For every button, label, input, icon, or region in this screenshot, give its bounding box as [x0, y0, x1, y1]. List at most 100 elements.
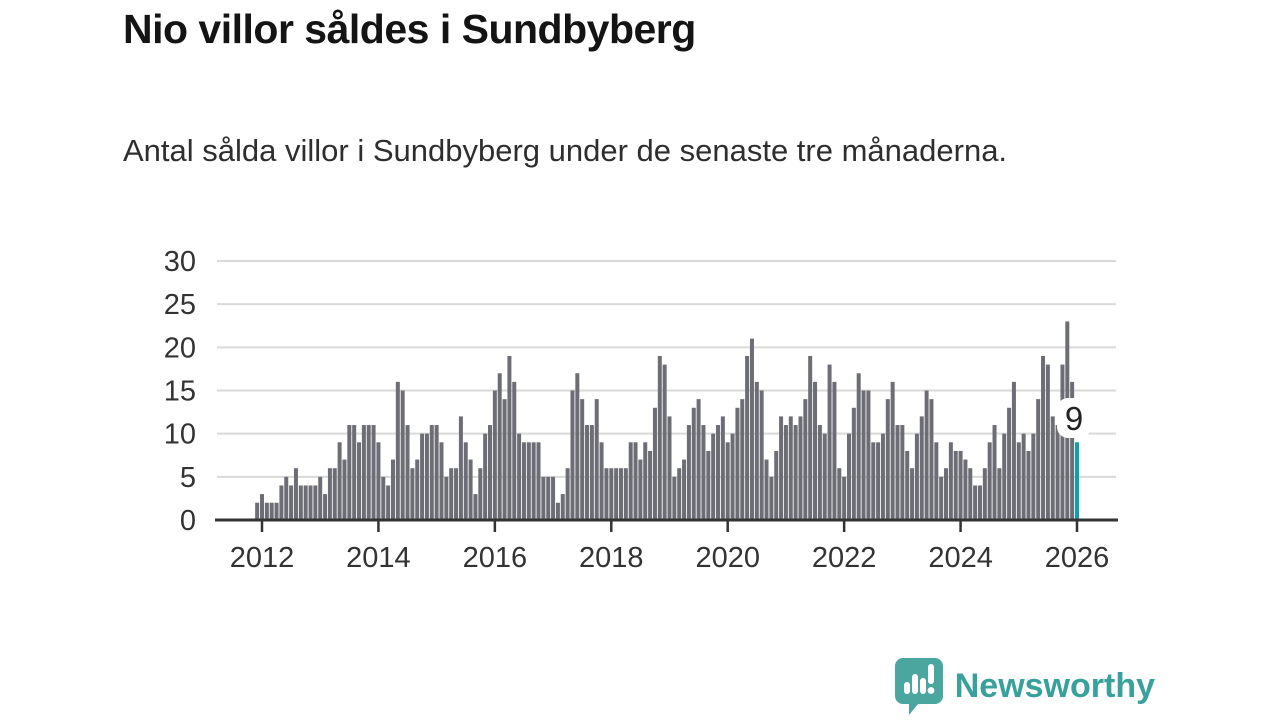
bar	[303, 485, 308, 520]
bar	[813, 381, 818, 520]
logo-exclamation-bar	[927, 664, 934, 684]
bar	[551, 476, 556, 520]
bar	[706, 450, 711, 520]
bar	[764, 459, 769, 520]
bar	[774, 450, 779, 520]
x-tick-label: 2022	[812, 542, 877, 574]
bar	[366, 425, 371, 520]
bar	[1007, 407, 1012, 520]
bar	[517, 433, 522, 520]
bar	[488, 425, 493, 520]
bar	[745, 355, 750, 520]
bar	[1031, 433, 1036, 520]
bar	[429, 425, 434, 520]
bar	[711, 433, 716, 520]
bar	[546, 476, 551, 520]
bar	[313, 485, 318, 520]
x-tick-label: 2018	[579, 542, 644, 574]
bar	[846, 433, 851, 520]
bar	[502, 399, 507, 520]
bar	[357, 442, 362, 520]
bar	[541, 476, 546, 520]
bar	[842, 476, 847, 520]
logo-exclamation-dot	[927, 687, 935, 694]
bar	[376, 442, 381, 520]
bar	[400, 390, 405, 520]
bar	[919, 416, 924, 520]
bar	[492, 390, 497, 520]
bar	[589, 425, 594, 520]
bar	[1050, 416, 1055, 520]
bar	[856, 373, 861, 520]
bar	[352, 425, 357, 520]
bar	[381, 476, 386, 520]
bar	[725, 442, 730, 520]
bar	[783, 425, 788, 520]
bar	[929, 399, 934, 520]
bar	[609, 468, 614, 520]
bar	[327, 468, 332, 520]
bar	[497, 373, 502, 520]
bar	[939, 476, 944, 520]
highlight-bar	[1075, 442, 1079, 520]
bar	[1021, 433, 1026, 520]
bar	[982, 468, 987, 520]
bar	[594, 399, 599, 520]
bar	[449, 468, 454, 520]
last-value-bubble	[1057, 398, 1091, 438]
bar	[371, 425, 376, 520]
bar	[633, 442, 638, 520]
bar	[604, 468, 609, 520]
bar	[948, 442, 953, 520]
bar	[973, 485, 978, 520]
y-tick-label: 15	[164, 376, 196, 408]
bar	[521, 442, 526, 520]
last-value-label: 9	[1065, 400, 1083, 437]
bar	[643, 442, 648, 520]
bar	[837, 468, 842, 520]
bar	[575, 373, 580, 520]
bar	[953, 450, 958, 520]
bar	[536, 442, 541, 520]
x-tick-label: 2012	[230, 542, 295, 574]
bar	[910, 468, 915, 520]
bar	[293, 468, 298, 520]
bar	[638, 459, 643, 520]
bar	[963, 459, 968, 520]
bar	[318, 476, 323, 520]
bar	[720, 416, 725, 520]
bar	[337, 442, 342, 520]
x-tick-label: 2024	[928, 542, 993, 574]
bar	[944, 468, 949, 520]
bar	[565, 468, 570, 520]
bar	[914, 433, 919, 520]
bar	[657, 355, 662, 520]
bar	[793, 425, 798, 520]
speech-bubble-shape	[894, 658, 943, 715]
y-tick-label: 25	[164, 289, 196, 321]
bar	[779, 416, 784, 520]
bar	[473, 494, 478, 520]
bar	[866, 390, 871, 520]
bar	[599, 442, 604, 520]
bar	[269, 502, 274, 520]
bar	[264, 502, 269, 520]
bar	[977, 485, 982, 520]
bar	[289, 485, 294, 520]
bar	[395, 381, 400, 520]
bar	[890, 381, 895, 520]
bar	[701, 425, 706, 520]
bar	[531, 442, 536, 520]
bar	[434, 425, 439, 520]
bar	[618, 468, 623, 520]
bar	[686, 425, 691, 520]
chart-subtitle: Antal sålda villor i Sundbyberg under de…	[123, 133, 1008, 168]
bar	[342, 459, 347, 520]
bar	[308, 485, 313, 520]
y-tick-label: 5	[180, 462, 196, 494]
bar	[1070, 381, 1075, 520]
bar	[754, 381, 759, 520]
bar	[623, 468, 628, 520]
